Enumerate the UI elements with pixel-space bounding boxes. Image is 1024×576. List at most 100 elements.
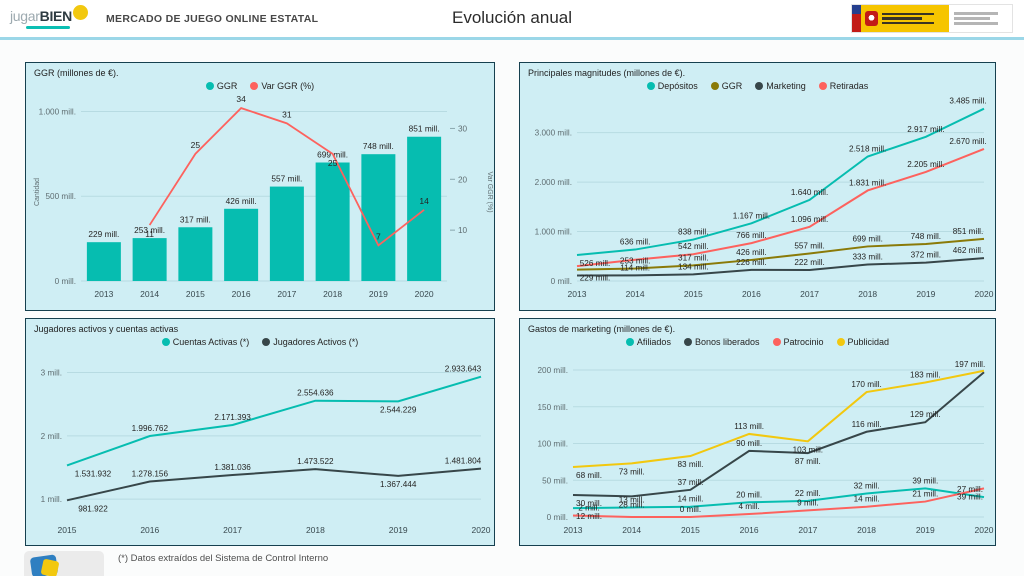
- svg-text:253 mill.: 253 mill.: [620, 256, 651, 265]
- logo-tagline-bar: [26, 25, 70, 29]
- svg-text:4 mill.: 4 mill.: [738, 502, 759, 511]
- legend-dot-icon: [625, 338, 634, 346]
- svg-text:2015: 2015: [58, 525, 77, 535]
- legend-label: Afiliados: [636, 337, 671, 347]
- legend-dot-icon: [772, 338, 781, 346]
- legend-label: Bonos liberados: [694, 337, 760, 347]
- ggr-combo-chart[interactable]: 0 mill. 500 mill. 1.000 mill. 10 20 30 2013 201…: [27, 93, 493, 303]
- legend-label: GGR: [216, 81, 238, 91]
- line-series-patrocinio: [572, 487, 985, 518]
- svg-text:197 mill.: 197 mill.: [955, 360, 986, 369]
- magnitudes-line-chart[interactable]: 0 mill. 1.000 mill. 2.000 mill. 3.000 mill.…: [521, 93, 994, 303]
- svg-text:103 mill.: 103 mill.: [793, 445, 824, 454]
- legend-item-ggr[interactable]: GGR: [710, 81, 743, 91]
- svg-text:100 mill.: 100 mill.: [538, 440, 569, 449]
- svg-text:3.000 mill.: 3.000 mill.: [535, 129, 572, 138]
- legend-item-publicidad[interactable]: Publicidad: [836, 337, 890, 347]
- svg-text:0 mill.: 0 mill.: [551, 277, 572, 286]
- svg-text:557 mill.: 557 mill.: [271, 174, 302, 184]
- svg-text:1.481.804: 1.481.804: [445, 457, 482, 466]
- svg-text:1.831 mill.: 1.831 mill.: [849, 178, 886, 187]
- legend-dot-icon: [818, 82, 827, 90]
- svg-text:2.544.229: 2.544.229: [380, 405, 417, 414]
- legend-item-dep-sitos[interactable]: Depósitos: [646, 81, 698, 91]
- svg-text:2013: 2013: [568, 289, 587, 299]
- legend-item-jugadores-activos-[interactable]: Jugadores Activos (*): [262, 337, 358, 347]
- svg-text:2019: 2019: [916, 525, 935, 535]
- svg-text:981.922: 981.922: [78, 504, 108, 513]
- legend-item-cuentas-activas-[interactable]: Cuentas Activas (*): [161, 337, 249, 347]
- svg-text:1.531.932: 1.531.932: [75, 469, 112, 478]
- svg-text:2020: 2020: [975, 289, 994, 299]
- svg-text:134 mill.: 134 mill.: [678, 262, 709, 271]
- svg-text:170 mill.: 170 mill.: [851, 380, 882, 389]
- jugadores-line-chart[interactable]: 1 mill. 2 mill. 3 mill. 2015 2016 2017 2018 201…: [27, 349, 493, 539]
- svg-text:317 mill.: 317 mill.: [180, 214, 211, 224]
- legend-item-marketing[interactable]: Marketing: [755, 81, 806, 91]
- line-series-var-ggr: [148, 107, 425, 247]
- coat-of-arms-icon: [865, 11, 878, 26]
- panel-gastos-marketing: Gastos de marketing (millones de €). Afi…: [519, 318, 996, 546]
- legend-marketing: Afiliados Bonos liberados Patrocinio Public…: [520, 335, 995, 349]
- legend-dot-icon: [250, 82, 259, 90]
- legend-item-ggr[interactable]: GGR: [205, 81, 238, 91]
- svg-text:113 mill.: 113 mill.: [734, 422, 764, 431]
- svg-text:27 mill.: 27 mill.: [957, 485, 983, 494]
- svg-text:2019: 2019: [916, 289, 935, 299]
- svg-text:500 mill.: 500 mill.: [46, 192, 77, 201]
- svg-text:2017: 2017: [798, 525, 817, 535]
- svg-text:851 mill.: 851 mill.: [409, 124, 440, 134]
- svg-text:2013: 2013: [94, 289, 113, 299]
- svg-text:129 mill.: 129 mill.: [910, 410, 941, 419]
- legend-dot-icon: [710, 82, 719, 90]
- svg-text:2017: 2017: [223, 525, 242, 535]
- svg-text:636 mill.: 636 mill.: [620, 238, 651, 247]
- svg-text:766 mill.: 766 mill.: [736, 231, 767, 240]
- line-series-retiradas: [576, 148, 985, 268]
- svg-text:30: 30: [458, 124, 468, 133]
- svg-text:22 mill.: 22 mill.: [795, 489, 821, 498]
- svg-text:183 mill.: 183 mill.: [910, 371, 941, 380]
- legend-dot-icon: [755, 82, 764, 90]
- header: jugarBIEN MERCADO DE JUEGO ONLINE ESTATA…: [0, 0, 1024, 40]
- line-series-cuentas-activas-: [66, 375, 482, 467]
- dgoj-logo-yellow-icon: [40, 558, 60, 576]
- marketing-line-chart[interactable]: 0 mill. 50 mill. 100 mill. 150 mill. 200 mil…: [521, 349, 994, 539]
- svg-text:3 mill.: 3 mill.: [41, 369, 62, 378]
- svg-text:2018: 2018: [857, 525, 876, 535]
- svg-text:2.933.643: 2.933.643: [445, 365, 482, 374]
- svg-text:2015: 2015: [684, 289, 703, 299]
- svg-text:317 mill.: 317 mill.: [678, 253, 709, 262]
- legend-label: Publicidad: [847, 337, 890, 347]
- legend-ggr: GGR Var GGR (%): [26, 79, 494, 93]
- svg-text:2016: 2016: [232, 289, 251, 299]
- svg-text:426 mill.: 426 mill.: [226, 196, 257, 206]
- line-series-ggr: [576, 237, 985, 271]
- legend-item-retiradas[interactable]: Retiradas: [818, 81, 868, 91]
- legend-label: Patrocinio: [783, 337, 824, 347]
- legend-label: GGR: [721, 81, 743, 91]
- legend-dot-icon: [161, 338, 170, 346]
- svg-text:372 mill.: 372 mill.: [911, 251, 942, 260]
- svg-text:83 mill.: 83 mill.: [677, 460, 703, 469]
- legend-item-patrocinio[interactable]: Patrocinio: [772, 337, 824, 347]
- legend-dot-icon: [683, 338, 692, 346]
- svg-text:150 mill.: 150 mill.: [538, 403, 569, 412]
- svg-text:222 mill.: 222 mill.: [794, 258, 825, 267]
- legend-dot-icon: [205, 82, 214, 90]
- svg-text:838 mill.: 838 mill.: [678, 228, 709, 237]
- legend-item-var-ggr-[interactable]: Var GGR (%): [250, 81, 314, 91]
- svg-text:11: 11: [145, 229, 154, 239]
- legend-item-bonos-liberados[interactable]: Bonos liberados: [683, 337, 760, 347]
- gov-logo-yellow-field: [861, 5, 949, 32]
- svg-text:2015: 2015: [186, 289, 205, 299]
- legend-item-afiliados[interactable]: Afiliados: [625, 337, 671, 347]
- page-title: Evolución anual: [451, 8, 573, 27]
- svg-text:557 mill.: 557 mill.: [794, 241, 825, 250]
- svg-text:1.000 mill.: 1.000 mill.: [39, 107, 76, 116]
- svg-text:50 mill.: 50 mill.: [542, 476, 568, 485]
- svg-text:2.171.393: 2.171.393: [214, 413, 251, 422]
- legend-dot-icon: [836, 338, 845, 346]
- svg-text:526 mill.: 526 mill.: [580, 259, 611, 268]
- line-series-dep-sitos: [576, 107, 985, 256]
